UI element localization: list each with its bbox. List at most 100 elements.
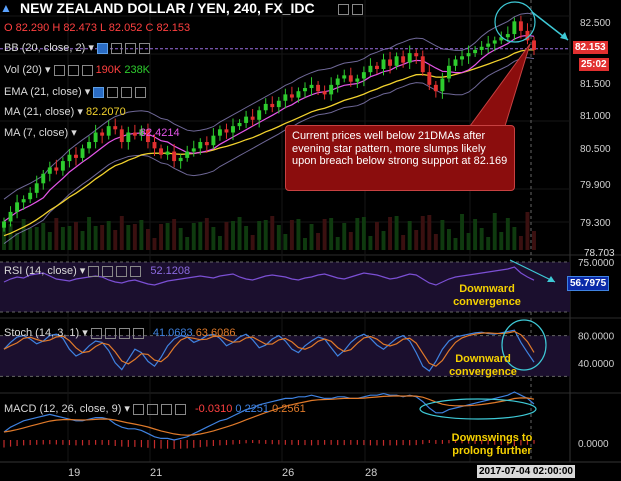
candle (204, 142, 209, 146)
chart-settings-icons[interactable] (335, 3, 363, 16)
candle (453, 59, 458, 66)
ema-legend[interactable]: EMA (21, close) ▾ (4, 86, 147, 99)
candle (414, 53, 419, 57)
volume-bar (329, 218, 334, 250)
volume-bar (178, 228, 183, 250)
candle (505, 34, 510, 38)
stoch-d-line (3, 330, 535, 367)
candle (329, 84, 334, 95)
stoch-tick-label: 40.0000 (578, 359, 615, 370)
candle (433, 84, 438, 92)
volume-bar (335, 237, 340, 250)
volume-bar (309, 224, 314, 250)
candle (139, 129, 144, 136)
volume-bar (518, 236, 523, 250)
ma21-legend[interactable]: MA (21, close) ▾ 82.2070 (4, 106, 126, 118)
candle (525, 30, 530, 41)
candle (460, 56, 464, 60)
stoch-tick-label: 80.0000 (578, 332, 615, 343)
volume-bar (270, 216, 275, 250)
volume-bar (453, 238, 458, 250)
candle (335, 78, 340, 85)
price-partial-tag: 78.703 (584, 248, 615, 259)
candle (113, 126, 118, 130)
rsi-band (0, 262, 570, 312)
candle (492, 40, 497, 44)
rsi-legend[interactable]: RSI (14, close) ▾ 52.1208 (4, 265, 191, 277)
downtrend-arrowhead (560, 32, 568, 40)
volume-bar (28, 228, 33, 250)
candle (440, 78, 445, 92)
price-tick-label: 79.300 (580, 218, 611, 229)
stoch-highlight (501, 319, 547, 371)
candle (80, 148, 85, 158)
candle (54, 167, 59, 171)
volume-bar (361, 217, 366, 250)
candle (145, 129, 150, 143)
volume-bar (139, 220, 144, 250)
volume-bar (388, 217, 393, 250)
volume-bar (47, 232, 52, 250)
date-tick-label: 21 (150, 467, 162, 479)
volume-bar (106, 221, 111, 250)
candle (375, 65, 379, 69)
countdown-tag: 25:02 (579, 58, 609, 71)
candle (41, 173, 46, 184)
candle (257, 110, 262, 120)
volume-bar (217, 236, 222, 250)
candle (348, 75, 353, 82)
candle (368, 65, 373, 73)
bb-legend[interactable]: BB (20, close, 2) ▾ (4, 42, 150, 55)
ohlc-values: O 82.290 H 82.473 L 82.052 C 82.153 (4, 22, 191, 34)
volume-bar (21, 219, 26, 250)
volume-bar (440, 220, 445, 250)
candle (152, 142, 157, 149)
vol-legend[interactable]: Vol (20) ▾ 190K 238K (4, 64, 151, 76)
candle (303, 88, 307, 92)
volume-bar (204, 218, 209, 250)
collapse-icon[interactable]: ▲ (0, 1, 12, 15)
candle (518, 21, 523, 31)
rsi-last-tag: 56.7975 (567, 276, 610, 291)
stoch-legend[interactable]: Stoch (14, 3, 1) ▾ 41.0683 63.6086 (4, 327, 236, 339)
volume-bar (113, 230, 118, 250)
price-tick-label: 79.900 (580, 180, 611, 191)
candle (296, 91, 301, 98)
candle (473, 49, 478, 54)
volume-bar (525, 212, 530, 250)
ma7-legend[interactable]: MA (7, close) ▾ 82.4214 (4, 127, 180, 139)
date-tick-label: 26 (282, 467, 294, 479)
callout-pointer (469, 43, 531, 127)
volume-bar (250, 235, 255, 250)
candle (361, 72, 366, 79)
candle (446, 65, 451, 79)
candle (244, 116, 249, 123)
candle (198, 142, 203, 149)
volume-bar (420, 216, 425, 250)
candle (342, 75, 347, 79)
candle (401, 56, 406, 63)
macd-legend[interactable]: MACD (12, 26, close, 9) ▾ -0.0310 0.2251… (4, 403, 306, 415)
candle (276, 100, 281, 108)
candle (60, 161, 65, 171)
volume-bar (126, 225, 131, 250)
volume-bar (119, 216, 124, 250)
volume-bar (283, 234, 288, 250)
volume-bar (67, 226, 72, 250)
candle (191, 148, 196, 152)
macd-annotation: Downswings to prolong further (451, 432, 533, 457)
candle (466, 53, 471, 57)
volume-bar (15, 233, 20, 250)
volume-bar (237, 217, 242, 250)
macd-tick-label: 0.0000 (578, 439, 609, 450)
volume-bar (159, 224, 163, 250)
volume-bar (87, 217, 92, 250)
candle (250, 116, 255, 120)
candle (289, 94, 294, 98)
volume-bar (322, 219, 327, 250)
volume-bar (296, 219, 301, 250)
downtrend-arrow (531, 11, 569, 41)
candle (407, 53, 412, 63)
cursor-date-tag: 2017-07-04 02:00:00 (477, 465, 575, 478)
volume-bar (289, 220, 294, 250)
